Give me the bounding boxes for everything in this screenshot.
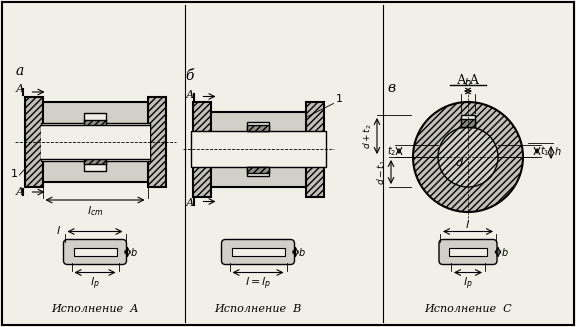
Bar (40, 125, 150, 159)
Bar (84, 156, 106, 164)
Bar (247, 122, 269, 131)
Bar (305, 101, 324, 197)
Text: $l$: $l$ (56, 225, 62, 236)
Bar (84, 161, 106, 171)
Circle shape (438, 127, 498, 187)
Text: $b$: $b$ (464, 76, 472, 88)
Text: $h$: $h$ (554, 145, 562, 157)
FancyBboxPatch shape (439, 239, 497, 265)
Text: А: А (16, 84, 24, 94)
Text: $l_p$: $l_p$ (90, 276, 100, 292)
Bar (461, 119, 475, 127)
Text: $d+t_2$: $d+t_2$ (362, 123, 374, 149)
Bar (210, 112, 305, 186)
Text: Исполнение  В: Исполнение В (214, 304, 302, 314)
Text: $d$: $d$ (456, 156, 465, 168)
Bar (461, 115, 475, 127)
Text: А: А (185, 91, 194, 100)
Bar (40, 123, 150, 161)
Text: $b$: $b$ (131, 246, 138, 258)
Text: А: А (185, 198, 194, 209)
Bar (192, 101, 210, 197)
Bar (247, 167, 269, 173)
Bar (74, 248, 116, 256)
Text: $t_2$: $t_2$ (386, 144, 396, 158)
FancyBboxPatch shape (222, 239, 294, 265)
Text: $t_1$: $t_1$ (540, 144, 550, 158)
Text: $l_{cm}$: $l_{cm}$ (87, 204, 103, 218)
Text: $d-t_1$: $d-t_1$ (376, 159, 388, 185)
Text: А: А (16, 187, 24, 197)
Text: $l_p$: $l_p$ (463, 276, 473, 292)
Text: А-А: А-А (456, 74, 480, 87)
Bar (191, 131, 325, 167)
Text: Исполнение  А: Исполнение А (51, 304, 139, 314)
Bar (43, 102, 147, 182)
Bar (232, 248, 285, 256)
Bar (147, 97, 165, 187)
Text: 1: 1 (11, 169, 18, 179)
Text: б: б (185, 68, 194, 82)
Text: 1: 1 (335, 94, 343, 104)
Text: $l$: $l$ (465, 217, 471, 230)
Bar (25, 97, 43, 187)
Text: $b$: $b$ (298, 246, 306, 258)
Text: $l=l_p$: $l=l_p$ (245, 276, 271, 292)
Text: а: а (16, 64, 24, 78)
Bar (247, 125, 269, 131)
Text: $b$: $b$ (501, 246, 509, 258)
Text: в: в (387, 81, 395, 95)
Bar (84, 120, 106, 128)
Bar (449, 248, 487, 256)
FancyBboxPatch shape (63, 239, 127, 265)
Bar (247, 167, 269, 176)
Text: Исполнение  С: Исполнение С (424, 304, 512, 314)
Bar (84, 113, 106, 123)
Circle shape (413, 102, 523, 212)
